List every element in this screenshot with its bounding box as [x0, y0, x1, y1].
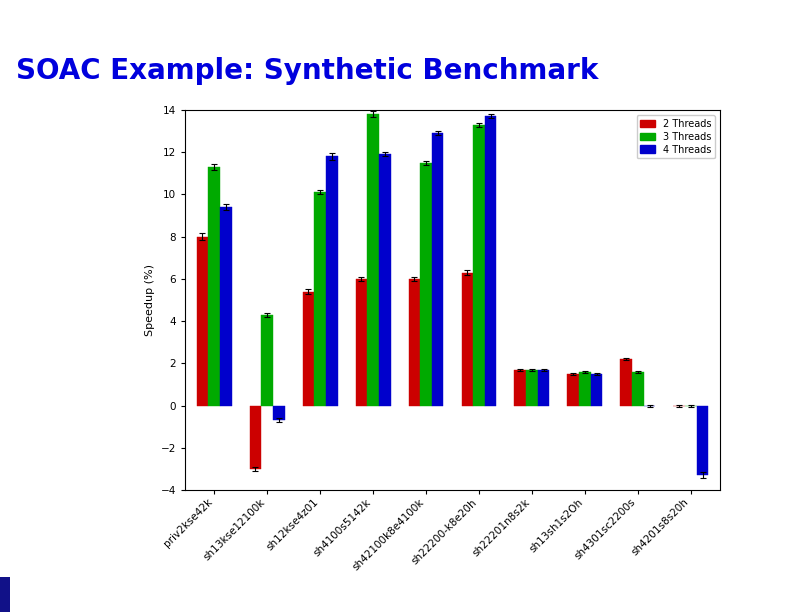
- Bar: [421, 163, 432, 406]
- Bar: [432, 133, 444, 406]
- Bar: [367, 114, 379, 406]
- Bar: [725, 2, 748, 12]
- Bar: [249, 406, 261, 469]
- Bar: [356, 279, 367, 406]
- Bar: [379, 154, 390, 406]
- Bar: [697, 23, 721, 32]
- Text: SOAC Example: Synthetic Benchmark: SOAC Example: Synthetic Benchmark: [16, 57, 598, 84]
- Bar: [632, 371, 644, 406]
- Text: PACT 08: PACT 08: [10, 11, 67, 24]
- Text: This material is based upon work supported by the Defense Advanced Research Proj: This material is based upon work support…: [12, 588, 509, 593]
- Text: Any opinions, findings and conclusions or recommendations expressed in this mate: Any opinions, findings and conclusions o…: [12, 595, 514, 602]
- Bar: [220, 207, 231, 406]
- Bar: [725, 12, 748, 22]
- Bar: [697, 406, 708, 476]
- Bar: [567, 374, 579, 406]
- Bar: [462, 272, 473, 406]
- Bar: [697, 12, 721, 22]
- Text: 80: 80: [759, 588, 776, 602]
- Bar: [208, 167, 220, 406]
- Text: the views of the Defense Advanced Research Projects Agency.: the views of the Defense Advanced Resear…: [12, 604, 229, 610]
- Bar: [538, 370, 550, 406]
- Bar: [526, 370, 538, 406]
- Bar: [261, 315, 273, 406]
- Bar: [752, 23, 776, 32]
- Text: Productive Parallel Programming in PGAS: Productive Parallel Programming in PGAS: [62, 11, 354, 24]
- Legend: 2 Threads, 3 Threads, 4 Threads: 2 Threads, 3 Threads, 4 Threads: [637, 115, 715, 159]
- Bar: [273, 406, 284, 420]
- Y-axis label: Speedup (%): Speedup (%): [145, 264, 155, 336]
- Bar: [752, 2, 776, 12]
- Bar: [620, 359, 632, 406]
- Bar: [326, 157, 337, 406]
- Bar: [485, 116, 497, 406]
- Bar: [473, 125, 485, 406]
- Bar: [314, 192, 326, 406]
- Bar: [515, 370, 526, 406]
- Bar: [0, 577, 10, 612]
- Bar: [303, 291, 314, 406]
- Bar: [725, 23, 748, 32]
- Bar: [409, 279, 421, 406]
- Bar: [196, 237, 208, 406]
- Bar: [591, 374, 603, 406]
- Bar: [579, 371, 591, 406]
- Bar: [697, 2, 721, 12]
